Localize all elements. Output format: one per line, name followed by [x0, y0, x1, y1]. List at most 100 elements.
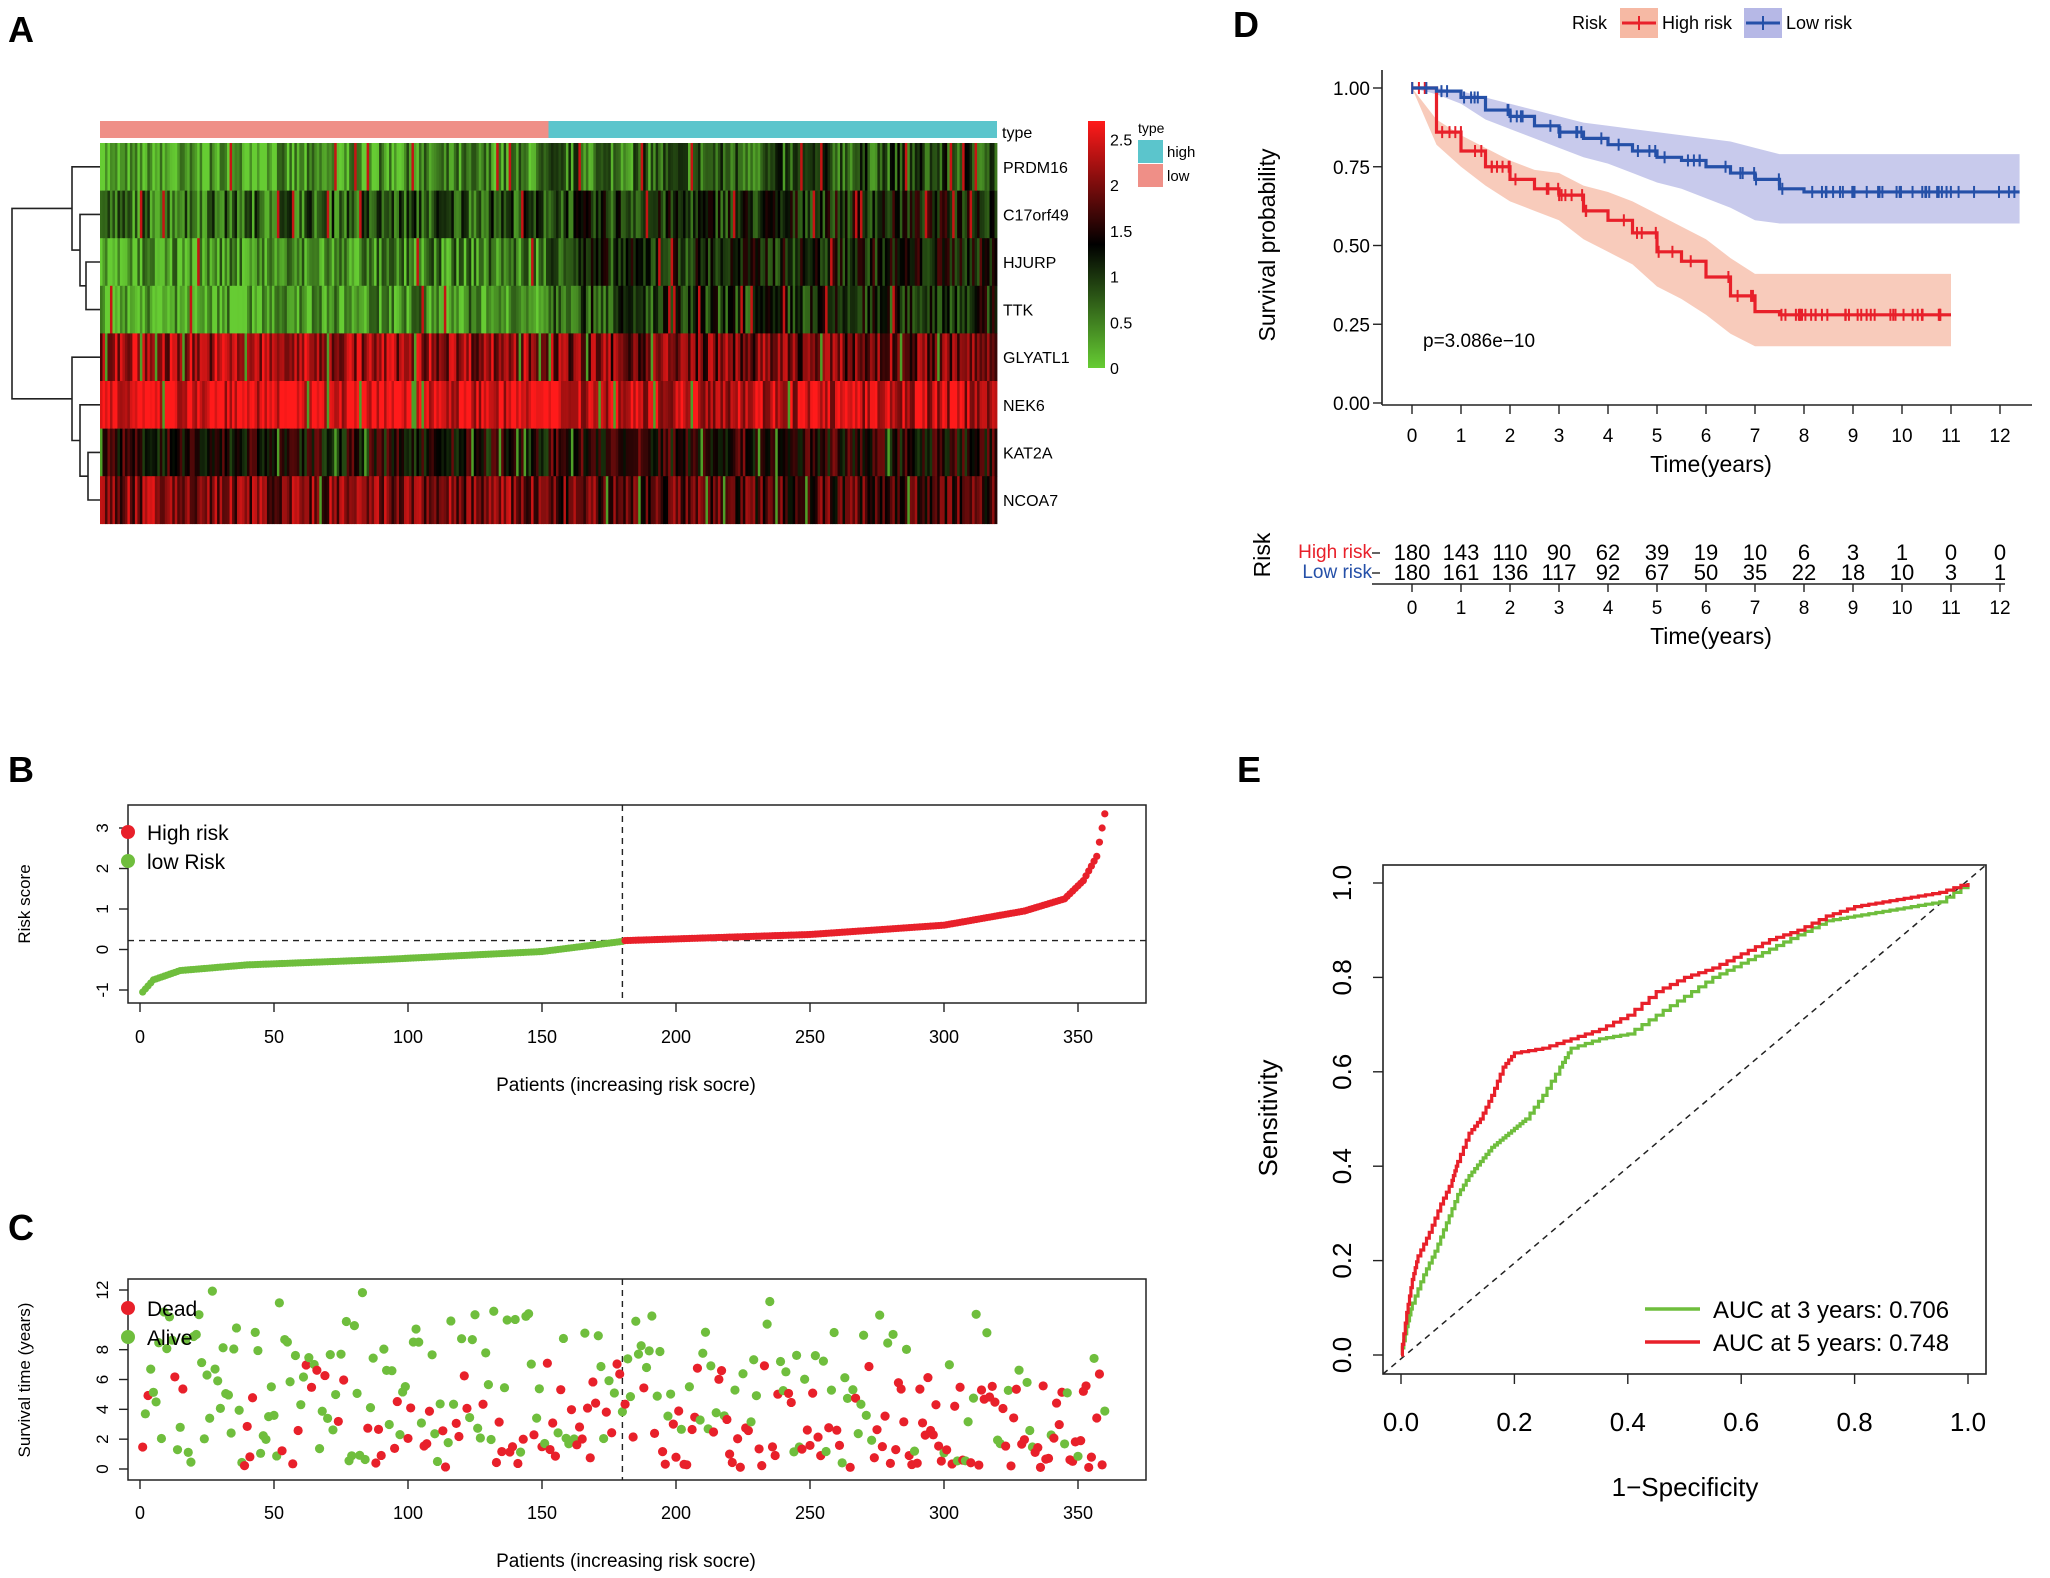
heatmap-cell — [782, 476, 786, 525]
heatmap-cell — [600, 190, 604, 239]
heatmap-cell — [451, 143, 455, 191]
x-tick-label: 0.2 — [1496, 1407, 1532, 1437]
heatmap-cell — [735, 285, 739, 334]
heatmap-cell — [765, 190, 769, 239]
point-alive — [317, 1406, 327, 1416]
heatmap-cell — [132, 190, 136, 239]
heatmap-cell — [583, 238, 587, 287]
heatmap-cell — [608, 333, 612, 382]
risk-table-count: 0 — [1994, 540, 2006, 565]
heatmap-cell — [369, 190, 372, 239]
heatmap-cell — [827, 476, 831, 525]
heatmap-cell — [501, 238, 505, 287]
heatmap-cell — [862, 333, 866, 382]
heatmap-cell — [952, 143, 956, 191]
point-alive — [296, 1400, 306, 1410]
heatmap-cell — [565, 285, 569, 334]
heatmap-cell — [182, 238, 186, 287]
x-tick-label: 250 — [795, 1503, 825, 1523]
heatmap-cell — [730, 238, 734, 287]
heatmap-cell — [992, 285, 995, 334]
point-alive — [593, 1331, 603, 1341]
heatmap-cell — [934, 143, 938, 191]
heatmap-cell — [401, 238, 405, 287]
legend-label-low-risk: Low risk — [1786, 13, 1853, 33]
heatmap-cell — [127, 285, 131, 334]
heatmap-cell — [536, 143, 539, 191]
risk-table-count: 1 — [1896, 540, 1908, 565]
heatmap-cell — [309, 143, 313, 191]
heatmap-cell — [752, 333, 756, 382]
heatmap-cell — [364, 190, 368, 239]
heatmap-cell — [374, 428, 377, 477]
heatmap-cell — [184, 476, 188, 525]
heatmap-cell — [892, 143, 896, 191]
heatmap-cell — [369, 428, 372, 477]
heatmap-cell — [702, 381, 706, 429]
heatmap-cell — [269, 381, 273, 429]
heatmap-cell — [154, 476, 158, 525]
heatmap-cell — [446, 238, 450, 287]
heatmap-cell — [752, 381, 756, 429]
heatmap-cell — [919, 143, 923, 191]
heatmap-cell — [329, 476, 333, 525]
point-dead — [513, 1458, 523, 1469]
heatmap-cell — [658, 428, 662, 477]
heatmap-cell — [757, 190, 761, 239]
heatmap-cell — [304, 238, 308, 287]
heatmap-cell — [740, 190, 744, 239]
heatmap-cell — [984, 476, 988, 525]
heatmap-cell — [840, 381, 843, 429]
heatmap-cell — [747, 238, 751, 287]
heatmap-cell — [309, 381, 313, 429]
heatmap-cell — [747, 428, 751, 477]
heatmap-cell — [889, 143, 893, 191]
heatmap-cell — [747, 285, 751, 334]
heatmap-cell — [732, 428, 736, 477]
point-dead — [403, 1433, 413, 1444]
heatmap-cell — [887, 333, 891, 382]
heatmap-cell — [989, 285, 993, 334]
point-alive — [197, 1357, 207, 1368]
point-alive — [1022, 1377, 1032, 1388]
heatmap-cell — [643, 476, 647, 525]
heatmap-cell — [578, 143, 582, 191]
x-tick-label: 200 — [661, 1503, 691, 1523]
heatmap-cell — [603, 428, 607, 477]
heatmap-cell — [401, 143, 405, 191]
heatmap-cell — [127, 381, 131, 429]
type-legend-swatch-low — [1138, 164, 1163, 187]
heatmap-cell — [364, 476, 368, 525]
heatmap-cell — [237, 143, 240, 191]
heatmap-cell — [488, 238, 492, 287]
heatmap-cell — [603, 285, 607, 334]
heatmap-cell — [403, 285, 407, 334]
heatmap-cell — [247, 476, 250, 525]
heatmap-cell — [122, 381, 126, 429]
heatmap-cell — [548, 143, 552, 191]
heatmap-cell — [528, 238, 532, 287]
heatmap-cell — [354, 476, 358, 525]
heatmap-cell — [727, 333, 731, 382]
heatmap-cell — [835, 143, 838, 191]
point-alive — [199, 1434, 209, 1444]
heatmap-cell — [595, 143, 599, 191]
heatmap-cell — [154, 428, 158, 477]
heatmap-cell — [610, 190, 614, 239]
heatmap-cell — [760, 190, 764, 239]
heatmap-cell — [817, 238, 821, 287]
heatmap-cell — [688, 428, 691, 477]
heatmap-cell — [129, 190, 133, 239]
heatmap-cell — [742, 381, 746, 429]
heatmap-cell — [942, 428, 946, 477]
point-dead — [923, 1372, 933, 1383]
heatmap-cell — [914, 238, 918, 287]
dendrogram-branch — [85, 261, 100, 311]
heatmap-cell — [122, 428, 126, 477]
plot-frame — [1382, 864, 1987, 1375]
heatmap-cell — [859, 333, 863, 382]
heatmap-cell — [869, 190, 873, 239]
heatmap-cell — [805, 333, 809, 382]
heatmap-cell — [775, 333, 779, 382]
heatmap-cell — [478, 428, 482, 477]
